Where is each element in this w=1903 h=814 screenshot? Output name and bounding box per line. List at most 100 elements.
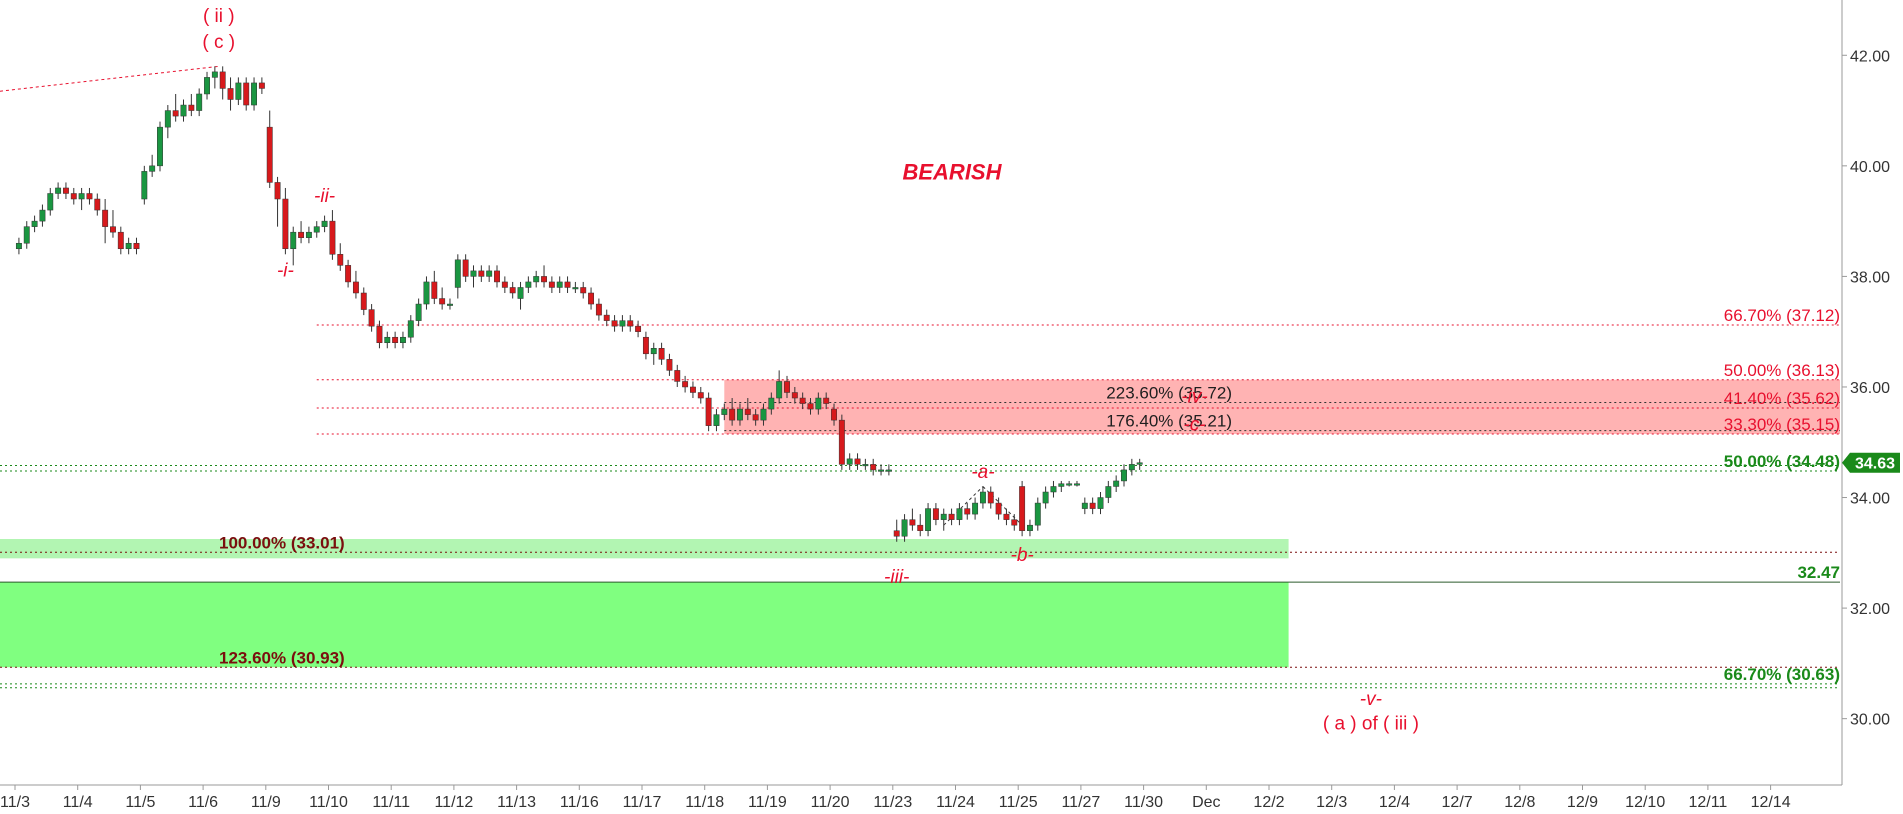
candle-body [462, 259, 469, 277]
candle-body [164, 110, 171, 128]
x-tick-label: 12/4 [1379, 794, 1410, 811]
candle-body [204, 77, 210, 95]
level-label: 223.60% (35.72) [1106, 383, 1232, 402]
candle-body [282, 198, 289, 250]
candle [141, 165, 148, 205]
candle [384, 331, 391, 349]
candle [78, 187, 85, 211]
candle-body [157, 126, 163, 167]
candle [415, 298, 422, 327]
candle [345, 259, 352, 288]
candle-body [1089, 502, 1096, 509]
candle-body [352, 281, 359, 294]
candle-body [47, 193, 54, 211]
candle [360, 287, 367, 316]
candle [305, 226, 312, 244]
candle-body [31, 220, 38, 227]
candle-body [188, 104, 195, 111]
candle [1011, 514, 1018, 531]
x-tick-label: 11/19 [748, 794, 787, 811]
candle [603, 309, 610, 327]
candle-body [431, 281, 438, 299]
candle [486, 265, 493, 282]
candle [39, 204, 46, 227]
candle-body [235, 82, 242, 100]
candle [831, 403, 837, 426]
candle-body [870, 464, 877, 471]
candle-body [62, 187, 69, 194]
candle-body [972, 502, 979, 515]
candle-body [321, 220, 328, 227]
candle-body [494, 270, 500, 283]
candle [674, 364, 681, 387]
y-tick-label: 34.00 [1850, 491, 1890, 508]
x-tick-label: 11/10 [309, 794, 348, 811]
candle-body [345, 265, 352, 283]
candle [454, 254, 461, 299]
candle-body [227, 88, 234, 100]
level-label: 32.47 [1797, 563, 1840, 582]
candle-body [384, 336, 391, 343]
candle-body [525, 281, 532, 288]
candle [15, 237, 22, 255]
candle [682, 375, 689, 393]
candle [760, 403, 767, 426]
candle-body [86, 193, 93, 200]
candle [164, 105, 171, 139]
candle-body [102, 209, 109, 227]
x-tick-label: 12/9 [1567, 794, 1598, 811]
candle [211, 66, 218, 89]
x-tick-label: 11/11 [372, 794, 410, 811]
candle [196, 88, 203, 117]
candle-body [509, 287, 516, 294]
candle-body [611, 320, 618, 327]
candle [1066, 480, 1073, 487]
candle-body [588, 292, 595, 305]
candle [23, 221, 30, 249]
candle [721, 403, 728, 421]
candle [635, 320, 642, 338]
candle [862, 458, 869, 470]
candle-body [439, 298, 446, 305]
candle [321, 215, 328, 233]
candle-body [1105, 486, 1112, 498]
candle-body [635, 325, 642, 332]
x-tick-label: 11/9 [251, 794, 281, 811]
x-tick-label: 12/11 [1688, 794, 1727, 811]
candle [494, 265, 500, 288]
candle-body [580, 287, 587, 294]
candle [525, 276, 532, 293]
candle-body [737, 408, 743, 421]
candle-body [470, 270, 477, 277]
candle-body [94, 198, 101, 211]
candle [588, 287, 595, 310]
candle [298, 221, 305, 244]
candle [235, 77, 242, 106]
x-tick-label: 11/30 [1124, 794, 1163, 811]
candle-body [658, 348, 665, 360]
candle [572, 281, 579, 293]
candle-body [838, 419, 845, 465]
candle [86, 187, 93, 205]
candle [1027, 519, 1033, 537]
candle [909, 508, 916, 531]
zone-resistance [724, 379, 1841, 434]
candle-body [815, 397, 822, 410]
x-tick-label: Dec [1192, 794, 1220, 811]
candle [737, 403, 743, 426]
candle-body [572, 287, 579, 290]
candle [1019, 480, 1026, 537]
candle [752, 409, 759, 426]
candle [1105, 480, 1112, 504]
candle [1097, 492, 1104, 515]
candle-body [541, 276, 547, 283]
candle-body [956, 508, 963, 520]
candle-body [533, 276, 540, 283]
candle-body [548, 281, 555, 288]
candle [274, 176, 281, 227]
candle [204, 71, 210, 100]
wave-label: -b- [1011, 545, 1034, 566]
x-tick-label: 11/25 [999, 794, 1038, 811]
x-tick-label: 12/14 [1751, 794, 1791, 811]
